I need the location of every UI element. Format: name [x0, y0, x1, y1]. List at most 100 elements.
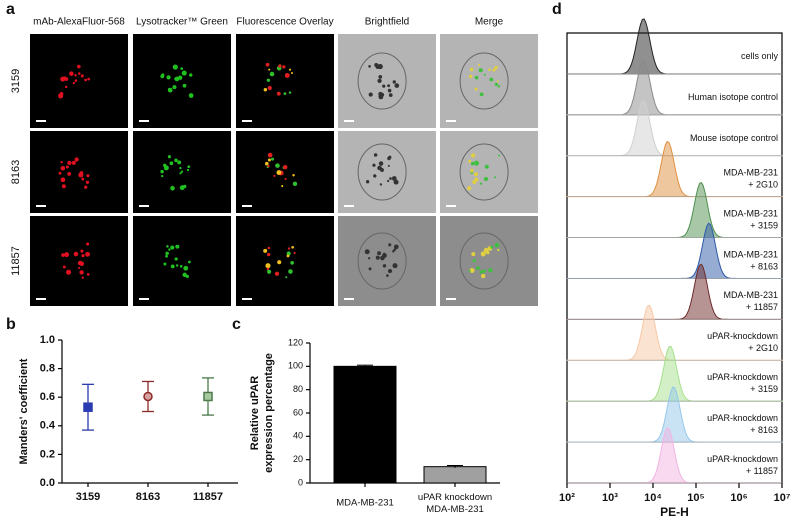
y-tick-label: 1.0 [40, 334, 55, 346]
micrograph [133, 216, 231, 306]
x-tick-label: 8163 [136, 491, 160, 503]
fluorescence-spot [373, 153, 378, 157]
fluorescence-spot [160, 169, 164, 174]
fluorescence-spot [367, 257, 371, 260]
fluorescence-spot [182, 83, 187, 88]
fluorescence-spot [179, 172, 182, 175]
cell-outline [357, 52, 407, 110]
fluorescence-spot [474, 160, 480, 166]
fluorescence-spot [474, 87, 478, 91]
fluorescence-spot [387, 88, 392, 93]
series-label: uPAR-knockdown + 2G10 [707, 331, 778, 353]
fluorescence-spot [65, 269, 72, 275]
fluorescence-spot [284, 178, 287, 181]
fluorescence-spot [175, 245, 178, 248]
fluorescence-spot [67, 160, 72, 166]
fluorescence-spot [161, 174, 164, 178]
fluorescence-spot [172, 64, 178, 70]
fluorescence-spot [474, 76, 477, 79]
y-tick-label: 0.4 [40, 420, 56, 432]
marker [143, 391, 153, 402]
panel-label: a [6, 1, 15, 18]
fluorescence-spot [393, 248, 397, 252]
fluorescence-spot [86, 174, 90, 178]
fluorescence-spot [368, 65, 371, 68]
fluorescence-spot [169, 161, 174, 166]
fluorescence-spot [77, 64, 81, 69]
fluorescence-spot [482, 269, 486, 273]
fluorescence-spot [172, 85, 177, 90]
micrograph [236, 34, 334, 128]
fluorescence-spot [478, 68, 483, 73]
micrograph [440, 216, 538, 306]
fluorescence-spot [80, 249, 84, 253]
fluorescence-spot [60, 94, 63, 97]
fluorescence-spot [368, 267, 372, 271]
fluorescence-spot [277, 260, 282, 265]
series-label: Human isotope control [688, 92, 778, 102]
fluorescence-spot [174, 257, 178, 261]
fluorescence-spot [492, 68, 496, 72]
fluorescence-spot [483, 176, 489, 182]
fluorescence-spot [167, 87, 173, 93]
fluorescence-spot [477, 63, 481, 67]
fluorescence-spot [267, 246, 271, 250]
fluorescence-spot [274, 271, 280, 276]
fluorescence-spot [179, 264, 183, 268]
fluorescence-spot [484, 164, 489, 169]
fluorescence-spot [291, 245, 295, 249]
series-label: uPAR-knockdown + 11857 [707, 454, 778, 476]
fluorescence-spot [473, 172, 478, 177]
fluorescence-spot [377, 251, 381, 256]
fluorescence-spot [267, 164, 270, 168]
cell-outline [459, 232, 509, 290]
fluorescence-spot [393, 244, 399, 250]
micrograph [338, 131, 436, 213]
y-tick-label: 120 [288, 337, 303, 347]
fluorescence-spot [175, 264, 179, 267]
cell-outline [459, 52, 509, 110]
micrograph [30, 131, 128, 213]
fluorescence-spot [267, 158, 271, 162]
series-label: MDA-MB-231 + 2G10 [723, 168, 778, 190]
fluorescence-spot [270, 157, 274, 161]
fluorescence-spot [64, 85, 68, 89]
fluorescence-spot [293, 251, 296, 255]
series-label: uPAR-knockdown + 3159 [707, 372, 778, 394]
x-tick-label: 3159 [76, 491, 100, 503]
cell-outline [357, 232, 407, 290]
panel-label: d [552, 1, 562, 18]
bar [333, 365, 397, 484]
fluorescence-spot [288, 91, 292, 94]
y-tick-label: 0.0 [40, 477, 55, 489]
fluorescence-spot [166, 245, 169, 248]
fluorescence-spot [263, 248, 268, 253]
fluorescence-spot [74, 79, 78, 82]
y-tick-label: 20 [293, 454, 303, 464]
histogram [566, 59, 783, 116]
fluorescence-spot [276, 170, 282, 175]
fluorescence-spot [163, 163, 167, 168]
fluorescence-spot [85, 251, 90, 257]
fluorescence-spot [278, 64, 282, 68]
fluorescence-spot [364, 249, 370, 255]
fluorescence-spot [86, 273, 90, 276]
fluorescence-spot [490, 245, 494, 249]
fluorescence-spot [479, 270, 483, 274]
marker [83, 402, 93, 412]
fluorescence-spot [187, 165, 191, 169]
fluorescence-spot [60, 177, 66, 183]
row-label: 8163 [10, 160, 22, 184]
fluorescence-spot [470, 161, 475, 166]
fluorescence-spot [265, 62, 270, 67]
fluorescence-spot [483, 73, 486, 76]
row-label: 3159 [10, 69, 22, 93]
fluorescence-spot [382, 264, 387, 268]
fluorescence-spot [78, 266, 81, 269]
column-header: Lysotracker™ Green [136, 17, 228, 28]
fluorescence-spot [183, 265, 189, 271]
fluorescence-spot [67, 172, 72, 176]
fluorescence-spot [392, 263, 398, 269]
x-tick-label: 11857 [193, 491, 223, 503]
fluorescence-spot [182, 272, 187, 277]
